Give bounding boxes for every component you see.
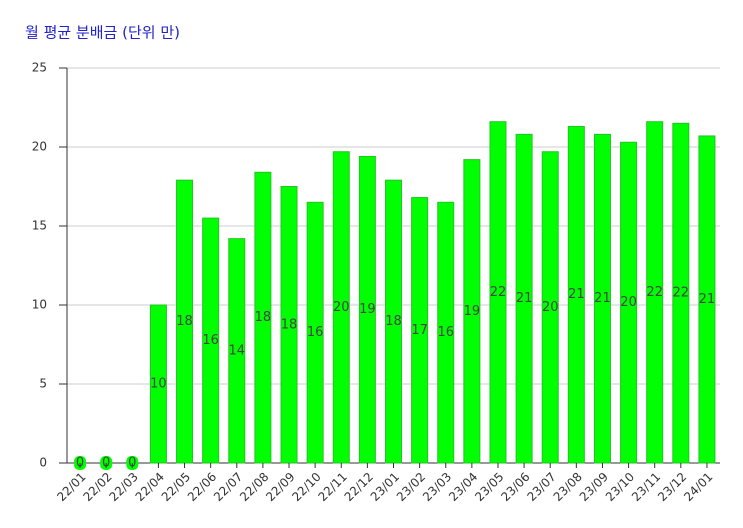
value-label: 22 (490, 285, 507, 300)
value-label: 21 (516, 291, 533, 306)
y-tick-label: 10 (32, 298, 47, 312)
chart-title: 월 평균 분배금 (단위 만) (25, 24, 180, 42)
x-tick-label: 23/04 (446, 470, 480, 504)
x-tick-label: 22/06 (185, 470, 219, 504)
value-label: 19 (359, 302, 376, 317)
value-label: 20 (542, 300, 559, 315)
x-tick-label: 22/09 (263, 470, 297, 504)
x-tick-label: 23/08 (551, 470, 585, 504)
value-label: 16 (202, 333, 219, 348)
value-label: 20 (333, 300, 350, 315)
x-tick-label: 23/06 (498, 470, 532, 504)
value-label: 22 (646, 285, 663, 300)
y-tick-label: 0 (39, 456, 47, 470)
y-tick-label: 15 (32, 219, 47, 233)
x-tick-label: 22/05 (159, 470, 193, 504)
x-tick-label: 22/08 (237, 470, 271, 504)
x-tick-label: 23/12 (655, 470, 689, 504)
x-tick-label: 23/05 (472, 470, 506, 504)
x-tick-label: 22/04 (133, 470, 167, 504)
value-label: 21 (568, 287, 585, 302)
y-tick-label: 25 (32, 61, 47, 75)
x-tick-label: 23/01 (368, 470, 402, 504)
value-label: 21 (699, 292, 716, 307)
x-tick-label: 23/07 (524, 470, 558, 504)
x-tick-label: 22/02 (80, 470, 114, 504)
value-label: 17 (411, 323, 428, 338)
x-tick-label: 22/12 (342, 470, 376, 504)
value-label: 22 (673, 286, 690, 301)
x-tick-label: 23/11 (629, 470, 663, 504)
x-tick-label: 22/07 (211, 470, 245, 504)
x-tick-label: 23/10 (603, 470, 637, 504)
value-label: 18 (385, 314, 402, 329)
value-label: 21 (594, 291, 611, 306)
value-label: 19 (464, 304, 481, 319)
x-tick-label: 23/02 (394, 470, 428, 504)
x-tick-label: 22/11 (315, 470, 349, 504)
value-label: 18 (255, 310, 272, 325)
x-tick-label: 24/01 (681, 470, 715, 504)
value-label: 16 (437, 325, 454, 340)
value-label: 18 (176, 314, 193, 329)
value-label: 20 (620, 295, 637, 310)
x-tick-label: 23/09 (577, 470, 611, 504)
value-label: 14 (229, 343, 246, 358)
x-tick-label: 23/03 (420, 470, 454, 504)
y-tick-label: 20 (32, 140, 47, 154)
value-label: 18 (281, 317, 298, 332)
x-tick-label: 22/10 (289, 470, 323, 504)
value-label: 10 (150, 377, 167, 392)
x-tick-label: 22/01 (54, 470, 88, 504)
value-label: 16 (307, 325, 324, 340)
y-tick-label: 5 (39, 377, 47, 391)
x-tick-label: 22/03 (107, 470, 141, 504)
